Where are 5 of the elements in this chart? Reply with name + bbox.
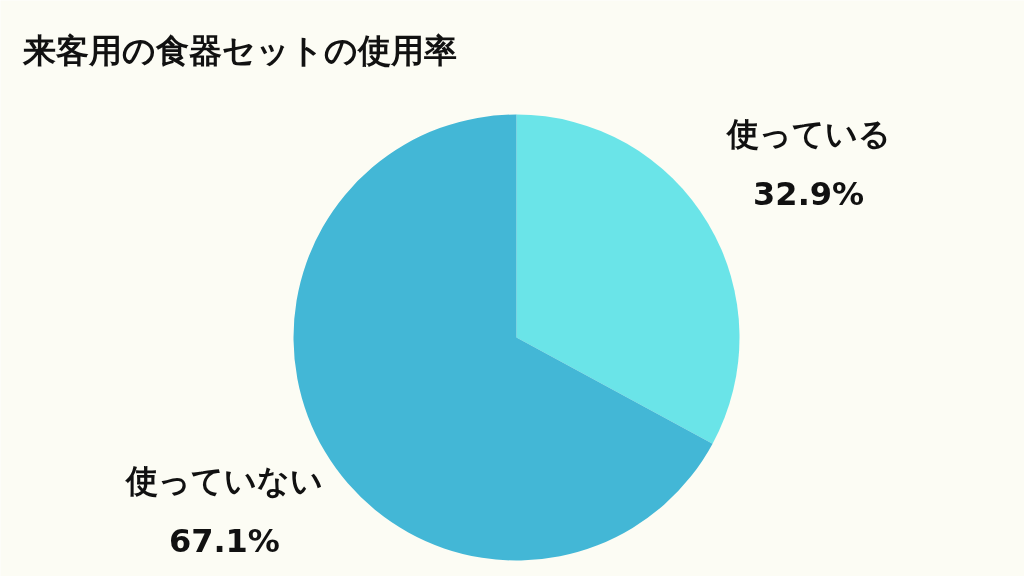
- slice-label: 使っていない: [124, 462, 323, 501]
- slice-label: 使っている: [725, 114, 891, 153]
- data-label: 32.9%: [753, 174, 865, 213]
- chart-title: 来客用の食器セットの使用率: [21, 31, 457, 70]
- data-label: 67.1%: [168, 522, 280, 561]
